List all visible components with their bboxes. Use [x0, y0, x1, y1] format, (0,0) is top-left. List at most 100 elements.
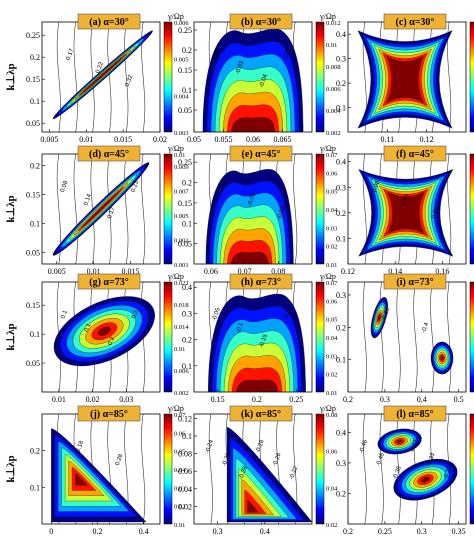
y-tick-label: 0.05 — [178, 106, 192, 115]
contour-label: 0.06 — [431, 206, 441, 220]
colorbar-tick-label: 0.008 — [326, 64, 341, 71]
y-axis-label: k⊥λp — [5, 63, 17, 90]
panel-title: (i) α=73° — [396, 277, 433, 288]
heatmap-layer — [52, 22, 153, 132]
y-tick-label: 0.2 — [336, 323, 346, 332]
panel-title-box — [229, 145, 293, 162]
panel-title-box — [229, 405, 293, 422]
x-tick-label: 0.16 — [435, 267, 449, 276]
contour-line — [362, 282, 367, 392]
colorbar — [315, 413, 325, 525]
contour-line — [396, 414, 401, 524]
heatmap-layer — [205, 154, 298, 264]
colorbar-tick-label: 0.002 — [174, 390, 189, 397]
panel-title-box — [229, 13, 293, 30]
colorbar — [163, 413, 173, 525]
x-tick-label: 0.3 — [417, 527, 427, 536]
y-tick-label: 0.15 — [178, 199, 192, 208]
colorbar-tick-label: 0.006 — [174, 368, 189, 375]
contour-line — [56, 22, 61, 132]
y-tick-label: 0.1 — [30, 219, 40, 228]
panel-title-box — [77, 405, 141, 422]
x-tick-label: 0.055 — [215, 135, 233, 144]
y-tick-label: 0.2 — [30, 53, 40, 62]
x-tick-label: 0.3 — [213, 527, 223, 536]
contour-line — [396, 282, 401, 392]
colorbar-tick-label: 0.06 — [326, 449, 338, 456]
contour-label: -0.1 — [236, 321, 245, 333]
colorbar-tick-label: 0.01 — [326, 390, 337, 397]
colorbar — [315, 281, 325, 393]
y-tick-label: 0.05 — [26, 248, 40, 257]
y-tick-label: 0.25 — [178, 26, 192, 35]
colorbar-tick-label: 0.02 — [326, 522, 337, 529]
colorbar-tick-label: 0.006 — [326, 86, 341, 93]
contour-line — [90, 22, 95, 132]
colorbar-label: γ/Ωp — [319, 272, 336, 281]
y-tick-label: 0.15 — [26, 301, 40, 310]
contour-label: -0.03 — [282, 47, 293, 63]
panel-k: -0.24 -0.26 -0.28 -0.28 -0.26 -0.22 0.3 0.4 0.02… — [178, 404, 338, 543]
contour-label: 0.28 — [115, 453, 125, 467]
contour-label: 0.08 — [60, 180, 70, 194]
colorbar — [163, 281, 173, 393]
colorbar-label: γ/Ωp — [167, 12, 184, 21]
colorbar-tick-label: 0.04 — [174, 467, 186, 474]
x-tick-label: 0.01 — [79, 135, 93, 144]
contour-line — [413, 282, 418, 392]
contour-line — [362, 414, 367, 524]
panel-title: (j) α=85° — [90, 409, 128, 420]
contour-line — [208, 414, 213, 524]
heatmap-layer — [51, 414, 147, 524]
x-tick-label: 0.015 — [114, 135, 132, 144]
panel-title-box — [77, 273, 141, 290]
y-tick-label: 0.1 — [182, 86, 192, 95]
panel-h: -0.05 -0.1 -0.15 -0.1 0.15 0.2 0.25 0.1 0.2 0.3 0.… — [182, 272, 338, 404]
panel-b: -0.06 -0.03 -0.04 -0.03 0.05 0.055 0.06 0.065 0.… — [178, 12, 341, 144]
panel-title: (e) α=45° — [242, 149, 281, 160]
growth-rate-region — [247, 500, 259, 513]
panel-d: 0.08 0.14 0.17 0.23 0.005 0.01 0.015 0.05 0.1 0.1… — [5, 144, 189, 276]
colorbar-tick-label: 0.05 — [326, 317, 337, 324]
panel-title: (k) α=85° — [241, 409, 281, 420]
panel-i: -0.35-0.40.20.30.40.50.10.20.3(i) α=73°γ… — [336, 272, 474, 404]
y-tick-label: 0.15 — [26, 75, 40, 84]
heatmap-layer — [208, 282, 306, 392]
panel-title-box — [383, 13, 447, 30]
y-axis-label: k⊥λp — [5, 323, 17, 350]
contour-label: -0.22 — [289, 465, 300, 481]
contour-label: 0.17 — [107, 206, 117, 220]
growth-rate-region — [75, 473, 88, 486]
colorbar-label: γ/Ωp — [319, 144, 336, 153]
panel-title: (a) α=30° — [89, 17, 128, 28]
panel-title: (g) α=73° — [89, 277, 128, 288]
y-tick-label: 0.1 — [30, 97, 40, 106]
y-tick-label: 0.2 — [30, 447, 40, 456]
colorbar-tick-label: 0.01 — [174, 152, 185, 159]
colorbar — [469, 21, 474, 133]
x-tick-label: 0.02 — [153, 135, 167, 144]
x-tick-label: 0.2 — [343, 395, 353, 404]
x-tick-label: 0.015 — [122, 267, 140, 276]
colorbar-tick-label: 0.04 — [326, 485, 338, 492]
y-tick-label: 0.2 — [182, 336, 192, 345]
colorbar-tick-label: 0.07 — [174, 412, 186, 419]
colorbar — [469, 153, 474, 265]
x-tick-label: 0.03 — [119, 395, 133, 404]
x-tick-label: 0.05 — [187, 135, 201, 144]
colorbar-tick-label: 0.05 — [174, 449, 185, 456]
y-tick-label: 0.15 — [26, 191, 40, 200]
contour-line — [141, 22, 146, 132]
x-tick-label: 0.25 — [289, 395, 303, 404]
contour-label: -0.05 — [212, 307, 223, 323]
colorbar-label: γ/Ωp — [167, 144, 184, 153]
colorbar-tick-label: 0.005 — [174, 213, 189, 220]
y-axis-label: k⊥λp — [5, 455, 17, 482]
colorbar-label: γ/Ωp — [167, 404, 184, 413]
colorbar-tick-label: 0.004 — [174, 93, 189, 100]
x-tick-label: 0.02 — [86, 395, 100, 404]
colorbar — [315, 21, 325, 133]
colorbar-tick-label: 0.014 — [174, 324, 189, 331]
colorbar-tick-label: 0.006 — [174, 20, 189, 27]
y-tick-label: 0.05 — [178, 240, 192, 249]
